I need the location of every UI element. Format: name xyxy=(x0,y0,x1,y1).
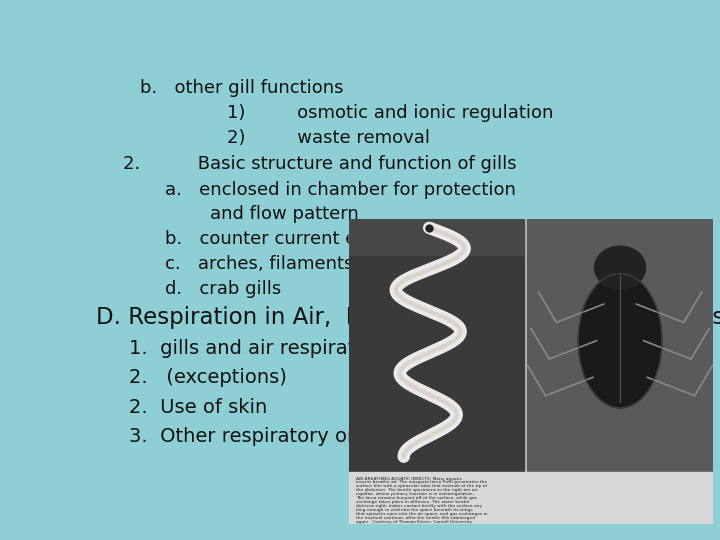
Text: the tracheal continue, after the beetle fills submerged: the tracheal continue, after the beetle … xyxy=(356,516,476,520)
Bar xyxy=(349,219,523,255)
Text: that spiracles open into the air space, and gas exchanges in: that spiracles open into the air space, … xyxy=(356,512,488,516)
Text: 1)         osmotic and ionic regulation: 1) osmotic and ionic regulation xyxy=(227,104,553,123)
Text: 2.          Basic structure and function of gills: 2. Basic structure and function of gills xyxy=(124,155,517,173)
Text: D. Respiration in Air,  Lungs,  skin,  & tracheal systems.: D. Respiration in Air, Lungs, skin, & tr… xyxy=(96,306,720,329)
Text: surface film with a spiracular tube that extends at the tip of: surface film with a spiracular tube that… xyxy=(356,484,487,489)
Text: long enough to void into the space beneath its wings: long enough to void into the space benea… xyxy=(356,508,473,512)
Text: b.   other gill functions: b. other gill functions xyxy=(140,79,343,97)
Text: the abdomen. The beetle specimens to the right are air-: the abdomen. The beetle specimens to the… xyxy=(356,488,480,492)
Text: 2)         waste removal: 2) waste removal xyxy=(227,129,430,147)
Text: b.   counter current effect: b. counter current effect xyxy=(166,231,397,248)
Text: 3.  Other respiratory organ: 3. Other respiratory organ xyxy=(129,428,391,447)
Text: insects breathe air. The mosquito larva (left) penetrates the: insects breathe air. The mosquito larva … xyxy=(356,481,487,484)
Text: 2.  Use of skin: 2. Use of skin xyxy=(129,398,267,417)
Text: 1.  gills and air respiration: 1. gills and air respiration xyxy=(129,339,385,358)
Text: capillae, whose primary function is in osmoregulation.: capillae, whose primary function is in o… xyxy=(356,492,474,496)
Text: and flow pattern: and flow pattern xyxy=(210,205,359,223)
Bar xyxy=(349,472,713,524)
Polygon shape xyxy=(578,274,662,408)
Text: exchange takes place in diffusion. The water beetle: exchange takes place in diffusion. The w… xyxy=(356,500,470,504)
Text: 2.   (exceptions): 2. (exceptions) xyxy=(129,368,287,387)
Bar xyxy=(527,219,713,475)
Text: dytiscus right, makes contact briefly with the surface any: dytiscus right, makes contact briefly wi… xyxy=(356,504,482,508)
Polygon shape xyxy=(595,246,646,289)
Text: The larva remains buoyant off of the surface, while gas: The larva remains buoyant off of the sur… xyxy=(356,496,477,501)
Text: a.   enclosed in chamber for protection: a. enclosed in chamber for protection xyxy=(166,180,516,199)
Text: AIR-BREATHING AQUATIC INSECTS: Many aquatic: AIR-BREATHING AQUATIC INSECTS: Many aqua… xyxy=(356,476,462,481)
Text: d.   crab gills: d. crab gills xyxy=(166,280,282,298)
Text: again.  Courtesy of Thomas Eisner, Cornell University: again. Courtesy of Thomas Eisner, Cornel… xyxy=(356,520,472,524)
Text: c.   arches, filaments,   & lamella: c. arches, filaments, & lamella xyxy=(166,255,463,273)
Bar xyxy=(349,219,523,475)
